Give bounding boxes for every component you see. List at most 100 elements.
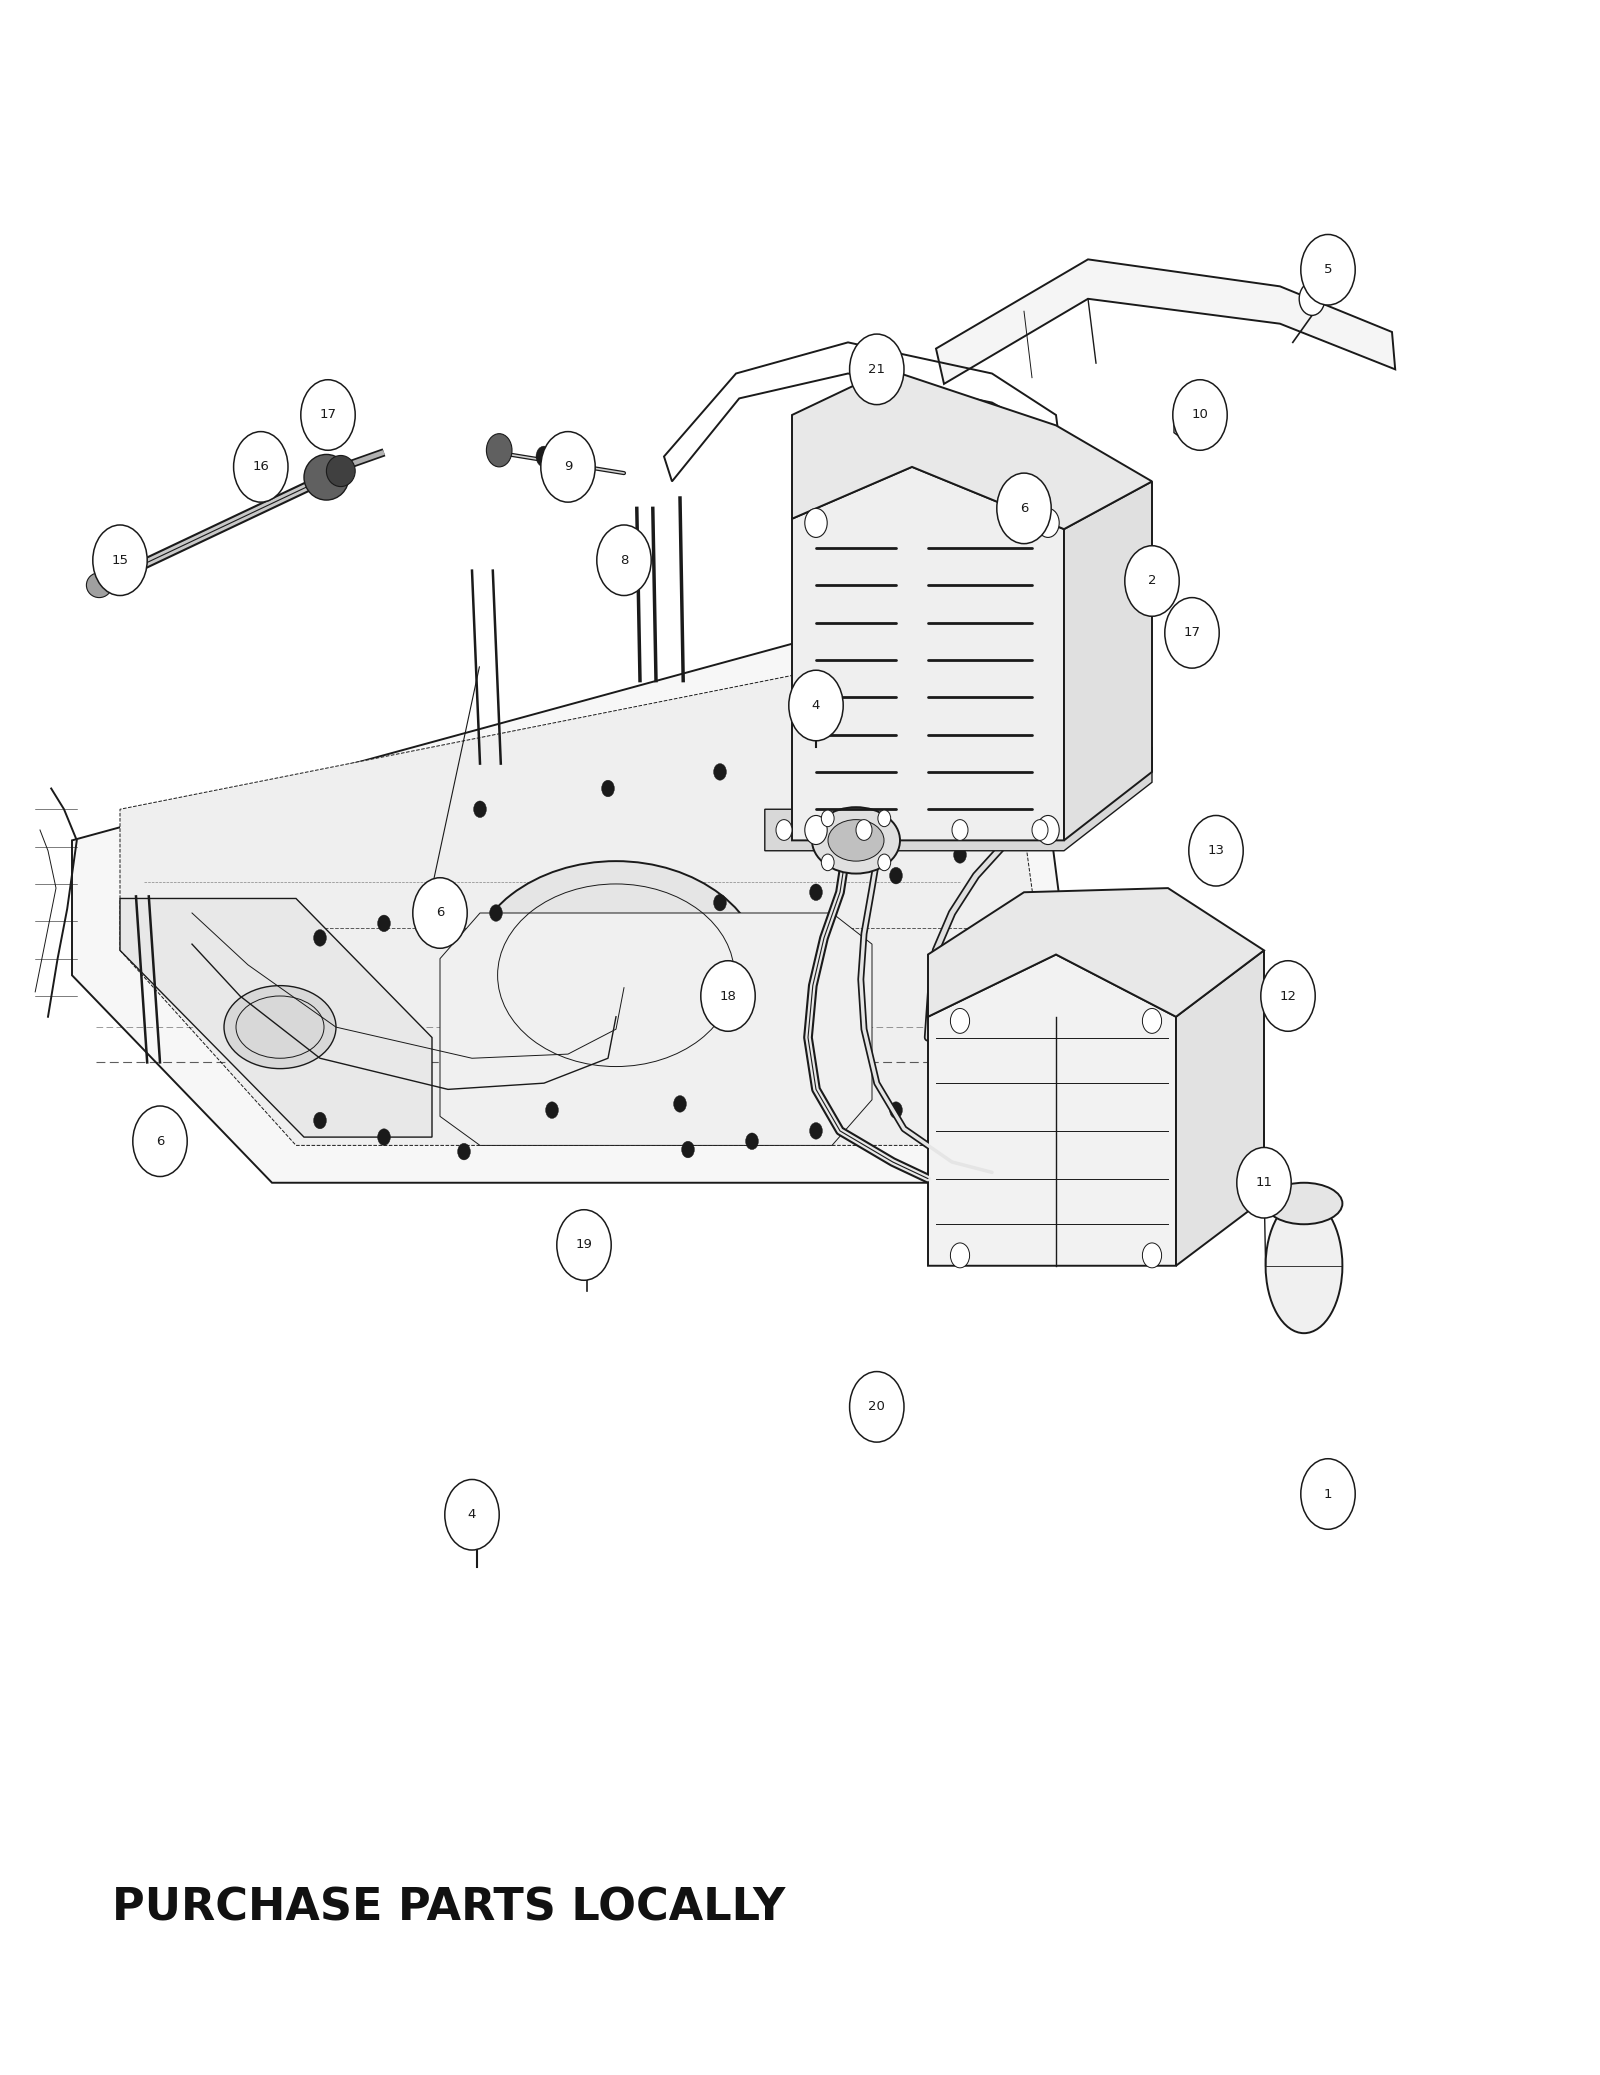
Circle shape <box>850 334 904 405</box>
Ellipse shape <box>1266 1199 1342 1334</box>
Text: 11: 11 <box>1256 1177 1272 1189</box>
Circle shape <box>378 915 390 932</box>
Circle shape <box>997 473 1051 544</box>
Circle shape <box>821 809 834 826</box>
Circle shape <box>234 432 288 502</box>
Text: 6: 6 <box>155 1135 165 1147</box>
Ellipse shape <box>323 461 349 486</box>
Ellipse shape <box>467 861 765 1089</box>
Text: 5: 5 <box>1323 264 1333 276</box>
Circle shape <box>1142 1008 1162 1033</box>
Circle shape <box>486 434 512 467</box>
Circle shape <box>1189 815 1243 886</box>
Circle shape <box>1125 546 1179 616</box>
Text: 18: 18 <box>720 990 736 1002</box>
Circle shape <box>682 1141 694 1158</box>
Text: 19: 19 <box>576 1239 592 1251</box>
Circle shape <box>93 525 147 596</box>
Text: 1: 1 <box>1323 1488 1333 1500</box>
Circle shape <box>954 1075 966 1091</box>
Ellipse shape <box>1266 1183 1342 1224</box>
Circle shape <box>1037 508 1059 537</box>
Polygon shape <box>792 467 1064 840</box>
Polygon shape <box>1176 950 1264 1266</box>
Text: 4: 4 <box>467 1509 477 1521</box>
Circle shape <box>952 820 968 840</box>
Circle shape <box>950 1008 970 1033</box>
Circle shape <box>674 1096 686 1112</box>
Circle shape <box>890 867 902 884</box>
Circle shape <box>458 1143 470 1160</box>
Circle shape <box>714 894 726 911</box>
Ellipse shape <box>829 820 883 861</box>
Text: 16: 16 <box>253 461 269 473</box>
Circle shape <box>1237 1147 1291 1218</box>
Circle shape <box>714 764 726 780</box>
Polygon shape <box>792 369 1152 529</box>
Circle shape <box>541 432 595 502</box>
Circle shape <box>464 1494 490 1527</box>
Circle shape <box>701 961 755 1031</box>
Polygon shape <box>72 633 1080 1183</box>
Circle shape <box>878 809 891 826</box>
Text: 6: 6 <box>435 907 445 919</box>
Text: 17: 17 <box>320 409 336 421</box>
Polygon shape <box>928 954 1176 1266</box>
Circle shape <box>557 1210 611 1280</box>
Circle shape <box>746 1133 758 1150</box>
Ellipse shape <box>224 986 336 1069</box>
Text: 20: 20 <box>869 1401 885 1413</box>
Circle shape <box>954 847 966 863</box>
Circle shape <box>1261 961 1315 1031</box>
Circle shape <box>1165 598 1219 668</box>
Ellipse shape <box>86 573 112 598</box>
Circle shape <box>474 801 486 818</box>
Text: 2: 2 <box>1147 575 1157 587</box>
Circle shape <box>826 739 838 755</box>
Circle shape <box>950 1243 970 1268</box>
Text: 9: 9 <box>563 461 573 473</box>
Circle shape <box>314 930 326 946</box>
Circle shape <box>413 878 467 948</box>
Circle shape <box>776 820 792 840</box>
Text: 8: 8 <box>619 554 629 566</box>
Text: PURCHASE PARTS LOCALLY: PURCHASE PARTS LOCALLY <box>112 1886 786 1930</box>
Circle shape <box>805 815 827 845</box>
Circle shape <box>597 525 651 596</box>
Circle shape <box>1173 380 1227 450</box>
Circle shape <box>1301 234 1355 305</box>
Circle shape <box>890 1102 902 1118</box>
Polygon shape <box>1064 481 1152 840</box>
Text: 4: 4 <box>811 699 821 712</box>
Polygon shape <box>120 898 432 1137</box>
Circle shape <box>1128 558 1170 612</box>
Circle shape <box>805 508 827 537</box>
Circle shape <box>789 670 843 741</box>
Polygon shape <box>120 668 1053 1145</box>
Circle shape <box>133 1106 187 1177</box>
Circle shape <box>578 1233 597 1257</box>
Polygon shape <box>928 888 1264 1017</box>
Circle shape <box>1142 1243 1162 1268</box>
Text: 17: 17 <box>1184 627 1200 639</box>
Circle shape <box>1299 282 1325 315</box>
Circle shape <box>546 1102 558 1118</box>
Ellipse shape <box>326 454 355 486</box>
Circle shape <box>803 679 829 712</box>
Ellipse shape <box>813 807 899 874</box>
Circle shape <box>821 855 834 872</box>
Circle shape <box>878 855 891 872</box>
Text: 13: 13 <box>1208 845 1224 857</box>
Circle shape <box>314 1112 326 1129</box>
Circle shape <box>536 446 552 467</box>
Polygon shape <box>936 259 1395 384</box>
Circle shape <box>856 820 872 840</box>
Circle shape <box>378 1129 390 1145</box>
Circle shape <box>810 884 822 901</box>
Circle shape <box>490 905 502 921</box>
Ellipse shape <box>304 454 349 500</box>
Polygon shape <box>440 913 872 1145</box>
Text: 6: 6 <box>1019 502 1029 515</box>
Circle shape <box>445 1479 499 1550</box>
Circle shape <box>1037 815 1059 845</box>
